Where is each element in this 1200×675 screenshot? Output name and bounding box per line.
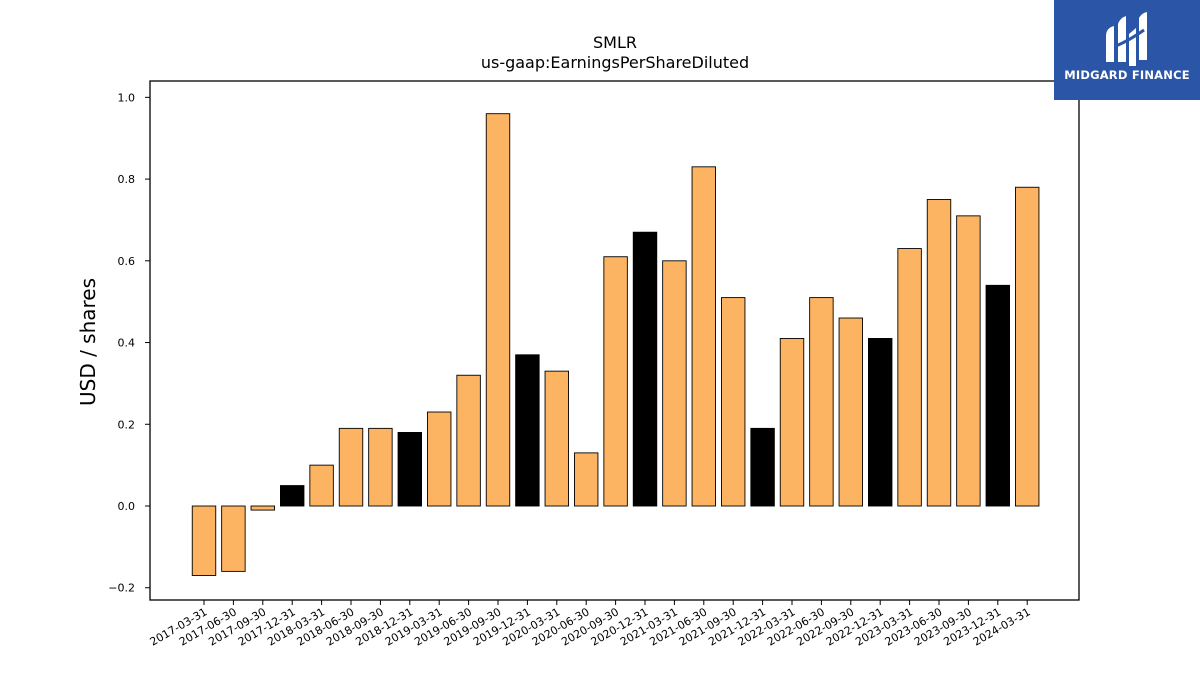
brand-logo: MIDGARD FINANCE: [1054, 0, 1200, 100]
bar-2023-09-30: [956, 215, 981, 507]
bar-2018-06-30: [338, 427, 364, 507]
bar-2018-09-30: [368, 427, 393, 507]
y-tick-label: 1.0: [118, 91, 136, 104]
bar-2023-03-31: [897, 248, 922, 507]
bar-2020-03-31: [544, 370, 569, 507]
bar-2018-03-31: [309, 464, 334, 507]
y-tick-label: 0.0: [118, 500, 136, 513]
plot-frame: [149, 80, 1080, 601]
bar-2022-12-31: [868, 338, 893, 507]
bar-2017-12-31: [280, 485, 305, 507]
bar-2019-09-30: [485, 113, 511, 507]
y-tick-label: 0.8: [118, 173, 136, 186]
y-axis-ticks: −0.2 0.0 0.2 0.4 0.6 0.8 1.0: [108, 91, 150, 595]
bar-2024-03-31: [1015, 186, 1040, 507]
y-axis-label: USD / shares: [76, 278, 100, 406]
bar-2022-09-30: [838, 317, 863, 507]
bar-2018-12-31: [397, 431, 422, 507]
bar-2017-09-30: [250, 505, 276, 511]
y-tick-label: 0.2: [118, 418, 136, 431]
bar-2023-06-30: [926, 199, 952, 507]
midgard-logo-icon: [1106, 12, 1147, 66]
chart-subtitle: us-gaap:EarningsPerShareDiluted: [481, 53, 749, 72]
bar-2023-12-31: [985, 284, 1010, 507]
bar-2019-03-31: [427, 411, 452, 507]
y-tick-label: 0.4: [118, 337, 136, 350]
x-axis-ticks: 2017-03-312017-06-302017-09-302017-12-31…: [148, 600, 1033, 649]
bar-2022-03-31: [779, 338, 805, 507]
bar-2021-03-31: [662, 260, 687, 507]
bar-2021-06-30: [691, 166, 716, 507]
bar-2019-06-30: [456, 374, 481, 507]
bar-2020-12-31: [632, 231, 658, 507]
bar-2020-09-30: [603, 256, 628, 507]
bar-2021-12-31: [750, 427, 775, 507]
bars-group: [191, 113, 1040, 576]
bar-2022-06-30: [809, 297, 834, 507]
bar-2021-09-30: [721, 297, 746, 507]
y-tick-label: −0.2: [108, 582, 135, 595]
y-tick-label: 0.6: [118, 255, 136, 268]
bar-2017-06-30: [221, 505, 246, 572]
chart-title: SMLR: [593, 33, 637, 52]
bar-2020-06-30: [574, 452, 599, 507]
bar-2019-12-31: [515, 354, 540, 507]
bar-2017-03-31: [191, 505, 217, 576]
brand-name: MIDGARD FINANCE: [1064, 68, 1190, 82]
